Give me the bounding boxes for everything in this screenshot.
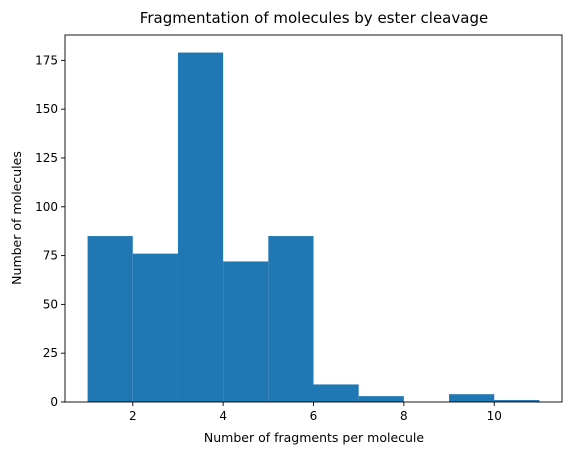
histogram-bar xyxy=(449,394,495,402)
histogram-bar xyxy=(494,400,540,402)
y-tick-label: 50 xyxy=(43,297,58,311)
x-axis-label: Number of fragments per molecule xyxy=(204,430,425,445)
y-tick-label: 0 xyxy=(50,395,58,409)
histogram-bars xyxy=(87,52,540,402)
x-tick-label: 8 xyxy=(400,409,408,423)
y-tick-label: 150 xyxy=(35,102,58,116)
chart-title: Fragmentation of molecules by ester clea… xyxy=(140,9,488,27)
y-tick-label: 125 xyxy=(35,151,58,165)
y-tick-label: 100 xyxy=(35,200,58,214)
histogram-bar xyxy=(223,261,269,402)
histogram-bar xyxy=(358,396,404,402)
x-axis-ticks: 2 4 6 8 10 xyxy=(129,402,502,423)
x-tick-label: 2 xyxy=(129,409,137,423)
histogram-bar xyxy=(268,236,314,402)
plot-frame xyxy=(64,34,563,403)
y-tick-label: 75 xyxy=(43,249,58,263)
x-tick-label: 4 xyxy=(219,409,227,423)
x-tick-label: 6 xyxy=(310,409,318,423)
histogram-bar xyxy=(313,384,359,402)
histogram-bar xyxy=(132,253,178,402)
y-tick-label: 25 xyxy=(43,346,58,360)
histogram-bar xyxy=(177,52,224,402)
y-axis-label: Number of molecules xyxy=(9,151,24,285)
y-axis-ticks: 0 25 50 75 100 125 150 175 xyxy=(35,53,65,409)
histogram-bar xyxy=(87,236,133,402)
y-tick-label: 175 xyxy=(35,53,58,67)
x-tick-label: 10 xyxy=(487,409,502,423)
